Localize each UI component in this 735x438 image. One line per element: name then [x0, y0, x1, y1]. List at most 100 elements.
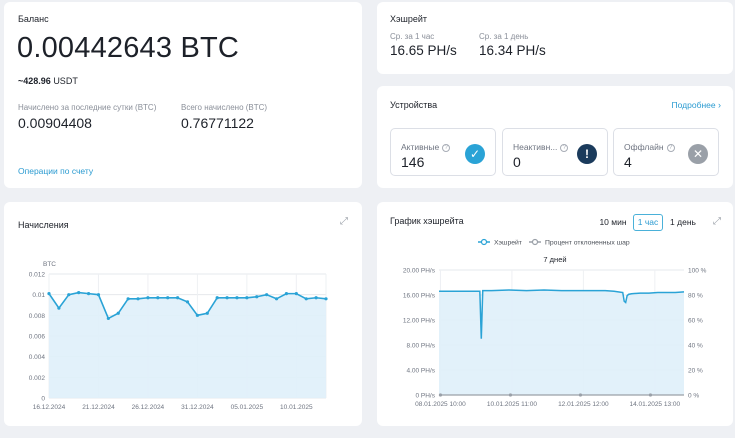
accruals-title: Начисления: [18, 220, 69, 230]
hashrate-card: Хэшрейт Ср. за 1 час 16.65 PH/s Ср. за 1…: [377, 2, 733, 74]
data-point: [96, 293, 101, 297]
devices-title: Устройства: [390, 100, 438, 110]
data-point: [185, 300, 190, 304]
hashrate-chart: Хэшрейт Процент отклоненных шар 7 дней 20.0…: [403, 238, 707, 409]
usdt-value: ~428.96: [18, 76, 51, 86]
hashrate-hour-value: 16.65 PH/s: [390, 43, 457, 58]
data-point: [235, 296, 239, 300]
hashrate-day-value: 16.34 PH/s: [479, 43, 546, 58]
help-icon[interactable]: ?: [442, 143, 451, 152]
y-right-tick-label: 0 %: [688, 393, 699, 400]
y-right-tick-label: 100 %: [688, 268, 707, 275]
y-right-tick-label: 20 %: [688, 368, 703, 375]
data-point: [304, 297, 308, 301]
y-right-tick-label: 60 %: [688, 318, 703, 325]
hashrate-line: [439, 289, 685, 339]
data-point: [324, 297, 328, 301]
data-point: [205, 311, 209, 315]
reject-point: [578, 393, 583, 397]
y-right-tick-label: 40 %: [688, 343, 703, 350]
total-accrued-value: 0.76771122: [181, 115, 254, 131]
y-tick-label: 0.012: [29, 272, 46, 279]
accruals-area: [49, 292, 326, 398]
range-10min-button[interactable]: 10 мин: [599, 217, 627, 227]
active-devices-value: 146: [401, 154, 425, 170]
active-devices-box[interactable]: Активные? 146 ✓: [390, 128, 496, 176]
hashrate-title: Хэшрейт: [390, 14, 427, 24]
help-icon[interactable]: ?: [560, 143, 569, 152]
inactive-devices-box[interactable]: Неактивн...? 0 !: [502, 128, 608, 176]
y-left-tick-label: 4.00 PH/s: [406, 368, 435, 375]
y-tick-label: 0.006: [29, 334, 46, 341]
data-point: [265, 293, 269, 297]
data-point: [245, 296, 249, 300]
balance-usdt: ~428.96 USDT: [18, 76, 78, 86]
devices-more-link[interactable]: Подробнее ›: [672, 100, 721, 110]
x-tick-label: 14.01.2025 13:00: [630, 401, 681, 408]
legend-label-hashrate: Хэшрейт: [494, 239, 522, 247]
data-point: [47, 292, 51, 296]
devices-more-label: Подробнее: [671, 100, 716, 110]
hashrate-day-label: Ср. за 1 день: [479, 32, 529, 41]
account-operations-link[interactable]: Операции по счету: [18, 166, 94, 176]
inactive-devices-label-wrap: Неактивн...?: [513, 142, 569, 152]
data-point: [284, 292, 289, 296]
daily-accrued-value: 0.00904408: [18, 115, 92, 131]
y-left-tick-label: 0 PH/s: [415, 393, 435, 400]
y-left-tick-label: 16.00 PH/s: [403, 293, 436, 300]
data-point: [106, 316, 110, 321]
range-1hour-button[interactable]: 1 час: [633, 214, 663, 231]
y-left-tick-label: 20.00 PH/s: [403, 268, 436, 275]
data-point: [67, 293, 71, 297]
data-point: [57, 306, 61, 310]
data-point: [255, 295, 259, 299]
x-tick-label: 21.12.2024: [82, 404, 115, 411]
reject-point: [508, 393, 513, 397]
range-1day-button[interactable]: 1 день: [670, 217, 696, 227]
data-point: [215, 296, 219, 300]
data-point: [314, 296, 318, 300]
hashrate-area: [439, 290, 684, 395]
offline-devices-label: Оффлайн: [624, 142, 664, 152]
x-tick-label: 08.01.2025 10:00: [415, 401, 466, 408]
devices-card: Устройства Подробнее › Активные? 146 ✓ Н…: [377, 86, 733, 188]
y-left-tick-label: 8.00 PH/s: [406, 343, 435, 350]
reject-point: [648, 393, 653, 397]
y-tick-label: 0.01: [32, 292, 45, 299]
offline-devices-box[interactable]: Оффлайн? 4 ✕: [613, 128, 719, 176]
chevron-right-icon: ›: [718, 100, 721, 110]
expand-icon[interactable]: ⤢: [340, 216, 348, 227]
inactive-devices-value: 0: [513, 154, 521, 170]
offline-devices-value: 4: [624, 154, 632, 170]
inactive-devices-label: Неактивн...: [513, 142, 558, 152]
data-point: [146, 296, 150, 300]
x-tick-label: 12.01.2025 12:00: [558, 401, 609, 408]
data-point: [156, 296, 160, 300]
hashrate-hour-label: Ср. за 1 час: [390, 32, 435, 41]
y-tick-label: 0.004: [29, 354, 46, 361]
x-tick-label: 10.01.2025 11:00: [487, 401, 538, 408]
balance-title: Баланс: [18, 14, 49, 24]
y-axis-label: BTC: [43, 261, 56, 268]
total-accrued-label: Всего начислено (BTC): [181, 103, 268, 112]
x-tick-label: 05.01.2025: [231, 404, 264, 411]
offline-devices-label-wrap: Оффлайн?: [624, 142, 675, 152]
hashrate-chart-title: График хэшрейта: [390, 216, 464, 226]
active-devices-label: Активные: [401, 142, 440, 152]
balance-card: Баланс 0.00442643 BTC ~428.96 USDT Начис…: [4, 2, 362, 188]
x-tick-label: 16.12.2024: [33, 404, 66, 411]
data-point: [116, 311, 120, 315]
data-point: [77, 291, 81, 295]
exclamation-icon: !: [577, 144, 597, 164]
help-icon[interactable]: ?: [666, 143, 675, 152]
legend-label-reject: Процент отклоненных шар: [545, 240, 630, 247]
y-tick-label: 0: [41, 396, 45, 403]
y-tick-label: 0.008: [29, 313, 46, 320]
data-point: [274, 297, 279, 301]
active-devices-label-wrap: Активные?: [401, 142, 451, 152]
legend-marker-hashrate: [480, 238, 488, 246]
expand-icon[interactable]: ⤢: [713, 216, 721, 227]
y-tick-label: 0.002: [29, 375, 46, 382]
y-left-tick-label: 12.00 PH/s: [403, 318, 436, 325]
usdt-unit: USDT: [53, 76, 78, 86]
